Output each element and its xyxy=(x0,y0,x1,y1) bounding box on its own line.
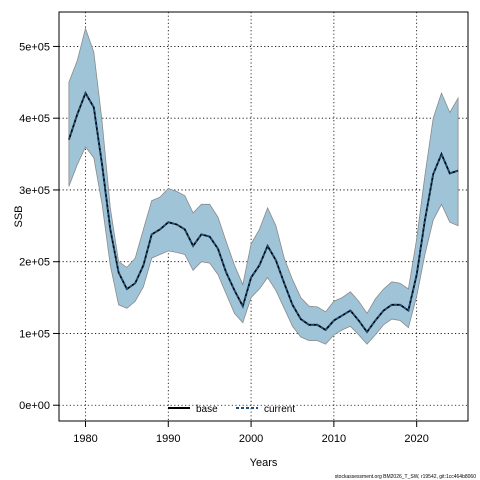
x-tick-label: 1980 xyxy=(73,433,97,445)
x-axis: 1980 1990 2000 2010 2020 xyxy=(73,421,429,445)
series-lines xyxy=(68,91,459,334)
y-tick-label: 1e+05 xyxy=(19,328,50,340)
y-tick-label: 3e+05 xyxy=(19,185,50,197)
legend: base current xyxy=(168,404,295,415)
series-line-current xyxy=(68,91,459,334)
x-tick-label: 2020 xyxy=(404,433,428,445)
y-axis: 0e+00 1e+05 2e+05 3e+05 4e+05 5e+05 xyxy=(19,41,59,412)
legend-label-current: current xyxy=(264,404,295,415)
legend-label-base: base xyxy=(196,404,218,415)
y-tick-label: 4e+05 xyxy=(19,113,50,125)
confidence-band xyxy=(68,27,459,345)
plot-frame xyxy=(58,11,469,422)
x-axis-title: Years xyxy=(250,457,278,469)
x-tick-label: 2000 xyxy=(239,433,263,445)
y-axis-title: SSB xyxy=(13,205,25,227)
x-tick-label: 1990 xyxy=(156,433,180,445)
footer-note: stockassessment.org BM2026_T_SW, r19542,… xyxy=(335,474,476,480)
y-tick-label: 5e+05 xyxy=(19,41,50,53)
confidence-band-area xyxy=(68,27,459,345)
x-tick-label: 2010 xyxy=(322,433,346,445)
grid-lines xyxy=(59,12,468,421)
y-tick-label: 2e+05 xyxy=(19,257,50,269)
y-tick-label: 0e+00 xyxy=(19,400,50,412)
